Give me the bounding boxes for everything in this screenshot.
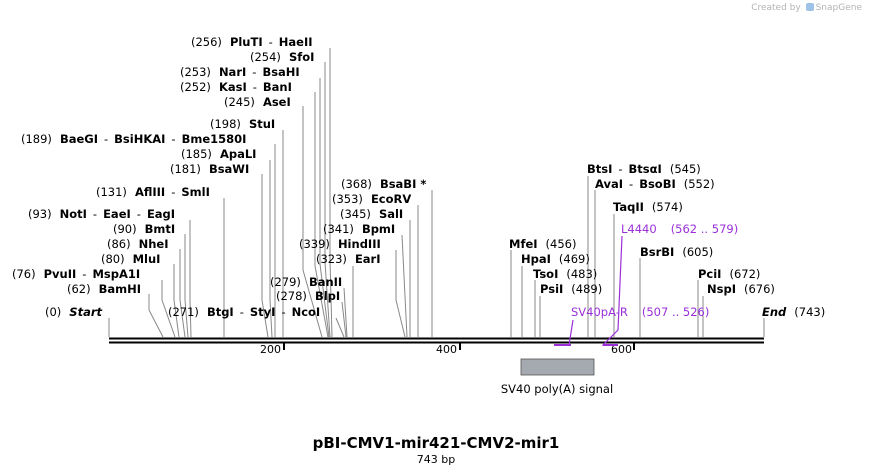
primer-l4440-range: (562 .. 579) — [671, 222, 739, 236]
svg-text:L4440(562 .. 579): L4440 (562 .. 579) — [621, 222, 738, 236]
feature-sv40-polya-label: SV40 poly(A) signal — [501, 382, 613, 396]
site-131: (131) AflIII - SmlI — [96, 185, 210, 199]
site-80: (80) MluI — [101, 252, 160, 266]
feature-sv40-polya: SV40 poly(A) signal — [501, 358, 613, 396]
site-323: (323) EarI — [316, 252, 381, 266]
site-86: (86) NheI — [107, 237, 169, 251]
site-368: (368) BsaBI * — [341, 177, 426, 191]
feature-sv40-polya-box — [520, 358, 595, 376]
site-252: (252) KasI - BanI — [180, 80, 292, 94]
restriction-sites: (256) PluTI - HaeII (254) SfoI (253) NarI - Bsa… — [12, 35, 825, 319]
credit-brand: SnapGene — [815, 3, 862, 13]
scale-ticks: 200 400 600 — [260, 343, 635, 356]
site-62: (62) BamHI — [67, 282, 141, 296]
site-605: BsrBI (605) — [640, 245, 713, 259]
plasmid-map: 200 400 600 — [12, 35, 825, 396]
tick-label-400: 400 — [436, 343, 457, 356]
backbone — [109, 337, 764, 344]
site-254: (254) SfoI — [250, 50, 314, 64]
site-90: (90) BmtI — [113, 222, 175, 236]
site-245: (245) AseI — [224, 95, 291, 109]
site-483: TsoI (483) — [533, 267, 597, 281]
site-256: (256) PluTI - HaeII — [191, 35, 313, 49]
site-253: (253) NarI - BsaHI — [180, 65, 300, 79]
site-181: (181) BsaWI — [170, 162, 249, 176]
credit-prefix: Created by — [751, 3, 801, 13]
site-353: (353) EcoRV — [332, 192, 411, 206]
site-278: (278) BlpI — [276, 289, 340, 303]
tick-label-600: 600 — [611, 343, 632, 356]
site-271: (271) BtgI - StyI - NcoI — [168, 305, 320, 319]
site-end: End (743) — [762, 305, 825, 319]
snapgene-logo-icon — [805, 3, 814, 11]
site-339: (339) HindIII — [299, 237, 381, 251]
site-489: PsiI (489) — [540, 282, 602, 296]
primer-l4440: L4440 (562 .. 579) — [601, 222, 738, 346]
plasmid-length: 743 bp — [416, 453, 456, 466]
site-574: TaqII (574) — [613, 200, 683, 214]
site-341: (341) BpmI — [323, 222, 395, 236]
site-672: PciI (672) — [698, 267, 760, 281]
site-545: BtsI - BtsαI (545) — [587, 162, 701, 176]
primer-sv40pa-r-range: (507 .. 526) — [642, 305, 710, 319]
site-552: AvaI - BsoBI (552) — [595, 177, 715, 191]
site-279: (279) BanII — [270, 275, 342, 289]
primer-sv40pa-r-name: SV40pA-R — [571, 305, 628, 319]
primer-sv40pa-r: SV40pA-R (507 .. 526) — [554, 305, 709, 346]
site-93: (93) NotI - EaeI - EagI — [28, 207, 175, 221]
site-676: NspI (676) — [707, 282, 775, 296]
site-leader-lines — [108, 48, 765, 338]
site-456: MfeI (456) — [509, 237, 576, 251]
site-189: (189) BaeGI - BsiHKAI - Bme1580I — [21, 132, 246, 146]
plasmid-name: pBI-CMV1-mir421-CMV2-mir1 — [312, 434, 560, 452]
primers: L4440 (562 .. 579) SV40pA-R (507 .. 526) — [554, 222, 738, 346]
svg-text:SV40pA-R(507 .. 526): SV40pA-R (507 .. 526) — [571, 305, 709, 319]
site-198: (198) StuI — [210, 117, 275, 131]
snapgene-credit: Created by SnapGene — [751, 3, 862, 13]
site-start: (0) Start — [45, 305, 103, 319]
primer-l4440-name: L4440 — [621, 222, 657, 236]
tick-label-200: 200 — [260, 343, 281, 356]
site-345: (345) SalI — [340, 207, 403, 221]
site-469: HpaI (469) — [521, 252, 590, 266]
site-185: (185) ApaLI — [181, 147, 256, 161]
site-76: (76) PvuII - MspA1I — [12, 267, 140, 281]
